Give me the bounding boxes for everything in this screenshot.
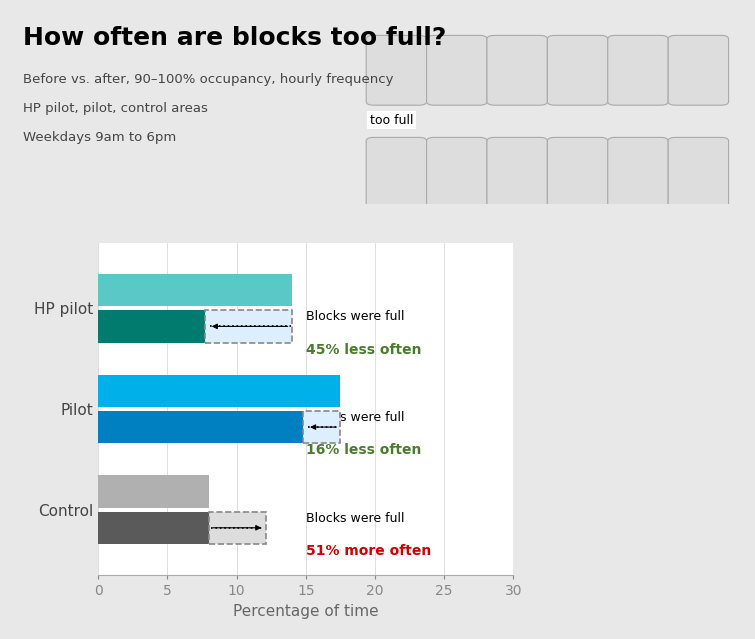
Text: Blocks were full: Blocks were full: [306, 411, 404, 424]
FancyBboxPatch shape: [303, 411, 341, 443]
FancyBboxPatch shape: [668, 137, 729, 207]
Bar: [98, 374, 341, 407]
FancyBboxPatch shape: [487, 137, 547, 207]
FancyBboxPatch shape: [427, 137, 487, 207]
FancyBboxPatch shape: [668, 35, 729, 105]
Text: 16% less often: 16% less often: [306, 443, 421, 457]
FancyBboxPatch shape: [547, 137, 608, 207]
Text: Before vs. after, 90–100% occupancy, hourly frequency: Before vs. after, 90–100% occupancy, hou…: [23, 73, 393, 86]
FancyBboxPatch shape: [205, 311, 292, 343]
FancyBboxPatch shape: [366, 35, 427, 105]
FancyBboxPatch shape: [366, 137, 427, 207]
X-axis label: Percentage of time: Percentage of time: [233, 604, 378, 619]
Text: Weekdays 9am to 6pm: Weekdays 9am to 6pm: [23, 131, 176, 144]
FancyBboxPatch shape: [209, 512, 266, 544]
Bar: [98, 475, 209, 507]
Bar: [98, 311, 205, 343]
Text: 45% less often: 45% less often: [306, 343, 421, 357]
Text: Blocks were full: Blocks were full: [306, 512, 404, 525]
Bar: [98, 512, 266, 544]
FancyBboxPatch shape: [608, 35, 668, 105]
Text: Blocks were full: Blocks were full: [306, 311, 404, 323]
FancyBboxPatch shape: [487, 35, 547, 105]
FancyBboxPatch shape: [427, 35, 487, 105]
Text: too full: too full: [370, 114, 414, 127]
Bar: [98, 411, 303, 443]
Text: 51% more often: 51% more often: [306, 544, 431, 558]
FancyBboxPatch shape: [547, 35, 608, 105]
FancyBboxPatch shape: [608, 137, 668, 207]
Text: How often are blocks too full?: How often are blocks too full?: [23, 26, 446, 50]
Bar: [98, 274, 292, 306]
Text: HP pilot, pilot, control areas: HP pilot, pilot, control areas: [23, 102, 208, 115]
